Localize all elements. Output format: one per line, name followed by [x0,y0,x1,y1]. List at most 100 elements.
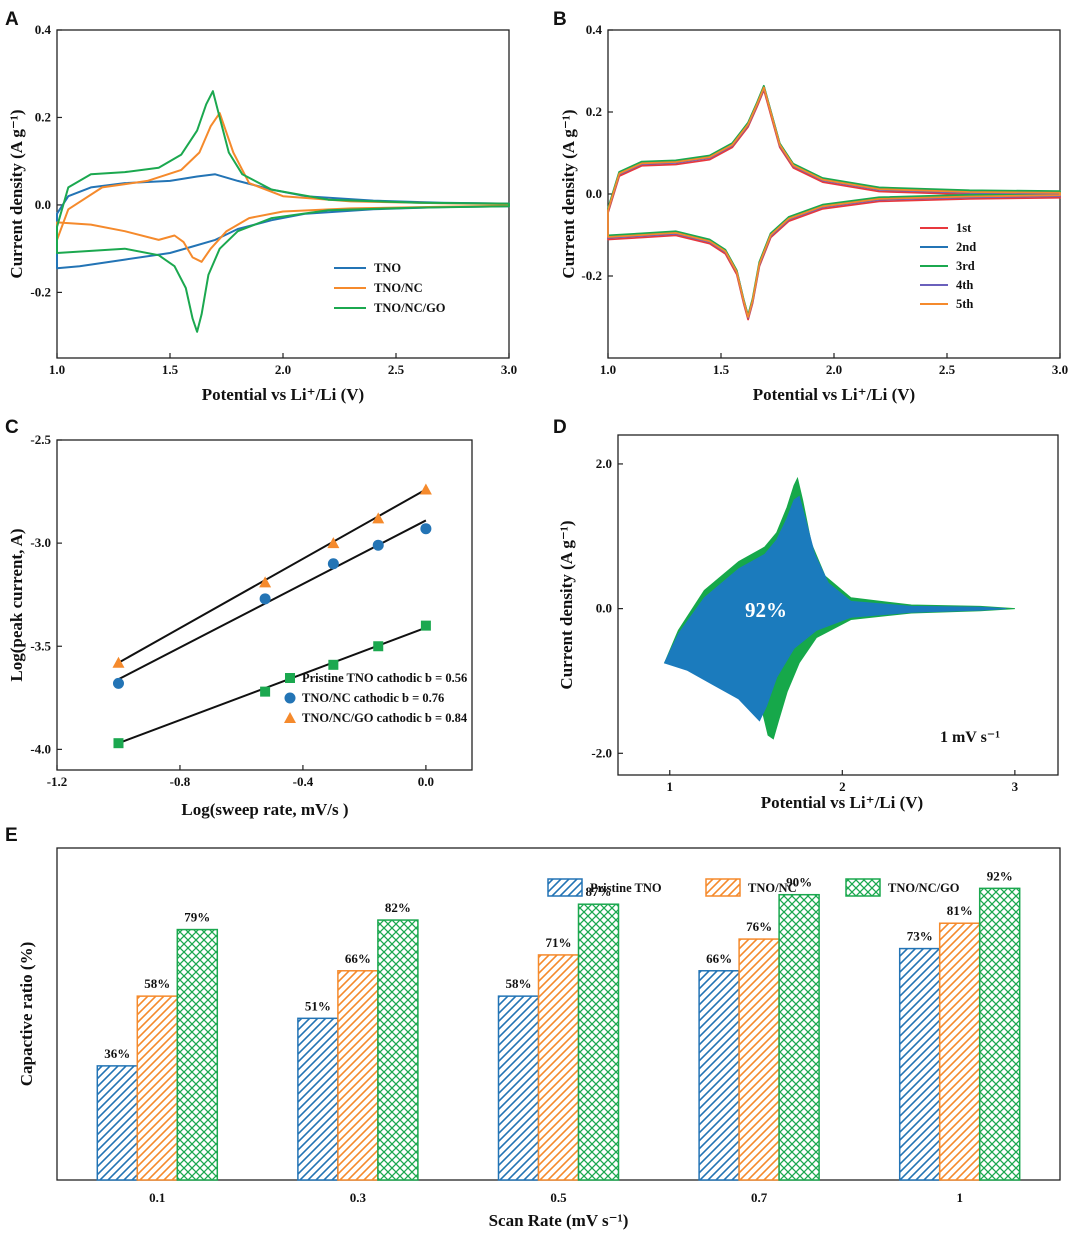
y-axis-title: Current density (A g⁻¹) [557,520,576,689]
y-tick-label: 0.2 [35,109,51,124]
y-tick-label: -3.5 [30,638,51,653]
x-tick-label: 2.0 [826,362,842,377]
bar-tno-nc [136,995,179,1181]
bar-value-label: 51% [305,998,331,1013]
y-tick-label: 0.4 [586,22,603,37]
bar-tno-nc [738,938,780,1181]
data-point [419,483,432,495]
x-tick-label: 1 [667,779,674,794]
y-tick-label: 0.0 [586,186,602,201]
series-line-tno-nc-go [56,90,510,333]
y-axis-title: Capactive ratio (%) [17,942,36,1086]
legend-swatch [547,878,583,897]
panel-c: C -1.2 -0.8 -0.4 0.0 -2.5 -3.0 -3.5 -4.0 Log(swee… [5,417,473,819]
bar-value-label: 58% [506,976,532,991]
data-point [373,641,384,652]
legend-label: TNO/NC [748,881,797,895]
legend-label: 4th [956,278,973,292]
legend-label: TNO/NC cathodic b = 0.76 [302,691,444,705]
panel-letter-e: E [5,825,18,846]
panel-letter-c: C [5,417,19,438]
x-axis-title: Scan Rate (mV s⁻¹) [489,1211,629,1230]
x-axis-title: Potential vs Li⁺/Li (V) [753,385,915,404]
panel-e: E 0.1 36% 58% 79% 0.3 51% 66% 82% 0.5 58% 71% 87% 0.7… [5,825,1061,1230]
legend-marker [284,712,296,723]
legend-label: TNO/NC/GO [374,301,446,315]
bar-tno-nc [938,922,981,1181]
bar-value-label: 73% [907,929,933,944]
x-tick-label: 0.3 [350,1190,367,1205]
data-point [327,537,340,549]
legend-label: TNO/NC/GO cathodic b = 0.84 [302,711,468,725]
x-tick-label: 2.5 [939,362,956,377]
data-point [259,593,271,605]
bar-tno-nc-go [176,928,219,1181]
data-point [112,656,125,668]
panel-b: B 1.0 1.5 2.0 2.5 3.0 0.4 0.2 0.0 -0.2 Potential v… [553,9,1068,404]
bar-pristine-tno [297,1017,339,1181]
bar-pristine-tno [698,970,740,1181]
x-axis-title: Potential vs Li⁺/Li (V) [761,793,923,812]
legend-label: 2nd [956,240,976,254]
cycle-line-1st [607,89,1061,321]
bar-pristine-tno [96,1065,139,1181]
legend-label: Pristine TNO [590,881,662,895]
series-line-tno-nc [56,112,510,263]
cycle-line-2nd [607,85,1061,318]
bar-tno-nc-go [778,893,820,1181]
data-point [420,620,431,631]
x-axis-title: Potential vs Li⁺/Li (V) [202,385,364,404]
data-point [259,576,272,588]
x-tick-label: 1.0 [600,362,616,377]
bar-value-label: 79% [184,910,210,925]
x-tick-label: 0.0 [418,774,434,789]
legend-swatch [705,878,741,897]
bar-value-label: 81% [947,903,973,918]
plot-frame [617,434,1059,776]
panel-d: D 1 2 3 2.0 0.0 -2.0 Potential vs Li⁺/Li (V) Cur… [553,417,1059,812]
x-tick-label: 2 [839,779,846,794]
x-tick-label: 0.7 [751,1190,768,1205]
y-tick-label: 0.2 [586,104,602,119]
x-tick-label: -0.4 [293,774,314,789]
bar-pristine-tno [898,947,941,1181]
x-tick-label: 0.1 [149,1190,165,1205]
x-tick-label: 1.5 [713,362,730,377]
y-axis-title: Current density (A g⁻¹) [7,109,26,278]
x-tick-label: 3.0 [1052,362,1068,377]
data-point [372,512,385,524]
capacitive-percent-label: 92% [745,598,787,622]
legend-label: TNO [374,261,401,275]
y-tick-label: -0.2 [581,268,602,283]
y-tick-label: 2.0 [596,456,612,471]
legend-swatch [845,878,881,897]
x-tick-label: 2.5 [388,362,405,377]
y-axis-title: Log(peak current, A) [7,528,26,681]
x-axis-title: Log(sweep rate, mV/s ) [181,800,348,819]
bar-value-label: 76% [746,919,772,934]
bar-value-label: 90% [786,875,812,890]
x-tick-label: 2.0 [275,362,291,377]
data-point [112,677,124,689]
bar-value-label: 66% [345,951,371,966]
series-line-tno [56,173,510,270]
bar-value-label: 82% [385,900,411,915]
y-tick-label: -3.0 [30,535,51,550]
x-tick-label: 1.5 [162,362,179,377]
legend-label: 1st [956,221,972,235]
x-tick-label: 1 [956,1190,963,1205]
x-tick-label: 0.5 [550,1190,567,1205]
x-tick-label: -1.2 [47,774,68,789]
x-tick-label: -0.8 [170,774,191,789]
bar-value-label: 36% [104,1046,130,1061]
data-point [420,523,432,535]
legend-label: 3rd [956,259,975,273]
scan-rate-label: 1 mV s⁻¹ [940,729,1000,746]
plot-frame [56,439,473,771]
y-tick-label: 0.0 [596,601,612,616]
bar-value-label: 87% [586,884,612,899]
legend-label: 5th [956,297,973,311]
data-point [260,686,271,697]
bar-value-label: 71% [546,935,572,950]
